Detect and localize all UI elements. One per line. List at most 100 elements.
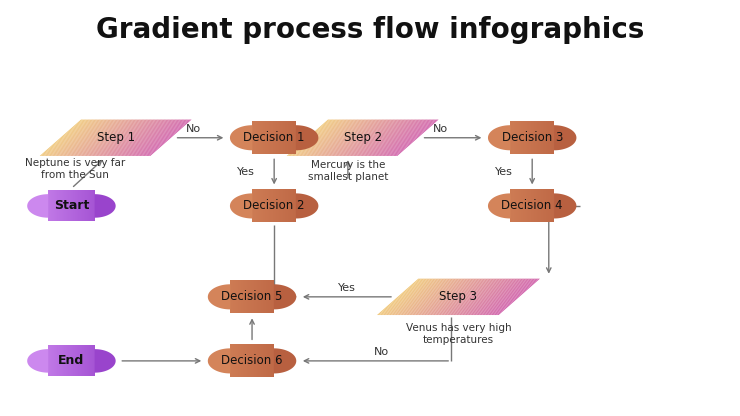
Polygon shape xyxy=(339,119,382,156)
Polygon shape xyxy=(132,119,175,156)
Polygon shape xyxy=(361,119,404,156)
Polygon shape xyxy=(96,119,139,156)
Polygon shape xyxy=(50,119,92,156)
Polygon shape xyxy=(147,119,190,156)
Polygon shape xyxy=(320,119,363,156)
Polygon shape xyxy=(98,119,141,156)
Polygon shape xyxy=(145,119,187,156)
Polygon shape xyxy=(40,119,82,156)
Polygon shape xyxy=(332,119,375,156)
Polygon shape xyxy=(331,119,374,156)
Text: Gradient process flow infographics: Gradient process flow infographics xyxy=(95,16,645,44)
Text: Decision 6: Decision 6 xyxy=(221,354,283,367)
Polygon shape xyxy=(450,279,493,315)
Polygon shape xyxy=(408,279,450,315)
Polygon shape xyxy=(421,279,464,315)
Text: Mercury is the
smallest planet: Mercury is the smallest planet xyxy=(308,160,388,182)
Text: Start: Start xyxy=(54,199,89,213)
Polygon shape xyxy=(289,119,332,156)
Polygon shape xyxy=(378,119,420,156)
Polygon shape xyxy=(324,119,367,156)
Polygon shape xyxy=(340,119,383,156)
Text: Decision 4: Decision 4 xyxy=(502,199,563,213)
Polygon shape xyxy=(124,119,166,156)
Polygon shape xyxy=(81,119,124,156)
Polygon shape xyxy=(55,119,98,156)
Polygon shape xyxy=(149,119,192,156)
Polygon shape xyxy=(435,279,477,315)
Polygon shape xyxy=(352,119,394,156)
Polygon shape xyxy=(42,119,85,156)
Polygon shape xyxy=(438,279,480,315)
Polygon shape xyxy=(342,119,385,156)
Polygon shape xyxy=(73,119,115,156)
Polygon shape xyxy=(493,279,535,315)
Polygon shape xyxy=(305,119,347,156)
Polygon shape xyxy=(63,119,106,156)
Polygon shape xyxy=(326,119,368,156)
Polygon shape xyxy=(395,279,438,315)
Polygon shape xyxy=(144,119,186,156)
Polygon shape xyxy=(488,279,531,315)
Polygon shape xyxy=(401,279,444,315)
Polygon shape xyxy=(485,279,528,315)
Polygon shape xyxy=(128,119,171,156)
Polygon shape xyxy=(356,119,398,156)
Polygon shape xyxy=(291,119,334,156)
Polygon shape xyxy=(80,119,123,156)
Polygon shape xyxy=(230,125,252,150)
Polygon shape xyxy=(366,119,408,156)
Polygon shape xyxy=(430,279,473,315)
Polygon shape xyxy=(441,279,484,315)
Polygon shape xyxy=(375,119,418,156)
Polygon shape xyxy=(295,119,337,156)
Polygon shape xyxy=(382,279,424,315)
Polygon shape xyxy=(411,279,454,315)
Polygon shape xyxy=(104,119,147,156)
Polygon shape xyxy=(306,119,349,156)
Polygon shape xyxy=(370,119,412,156)
Polygon shape xyxy=(286,119,329,156)
Polygon shape xyxy=(303,119,346,156)
Polygon shape xyxy=(56,119,99,156)
Polygon shape xyxy=(117,119,160,156)
Polygon shape xyxy=(316,119,358,156)
Polygon shape xyxy=(423,279,465,315)
Polygon shape xyxy=(427,279,470,315)
Polygon shape xyxy=(433,279,476,315)
Polygon shape xyxy=(457,279,500,315)
Polygon shape xyxy=(115,119,157,156)
Polygon shape xyxy=(78,119,121,156)
Polygon shape xyxy=(75,119,118,156)
Polygon shape xyxy=(471,279,514,315)
Polygon shape xyxy=(328,119,371,156)
Polygon shape xyxy=(369,119,411,156)
Polygon shape xyxy=(554,193,576,218)
Polygon shape xyxy=(385,279,428,315)
Polygon shape xyxy=(95,119,138,156)
Polygon shape xyxy=(69,119,112,156)
Polygon shape xyxy=(296,125,318,150)
Polygon shape xyxy=(58,119,101,156)
Polygon shape xyxy=(74,119,117,156)
Text: Step 1: Step 1 xyxy=(97,131,135,144)
Polygon shape xyxy=(404,279,447,315)
Polygon shape xyxy=(360,119,403,156)
Polygon shape xyxy=(462,279,505,315)
Polygon shape xyxy=(437,279,479,315)
Polygon shape xyxy=(386,119,429,156)
Polygon shape xyxy=(444,279,487,315)
Polygon shape xyxy=(388,119,430,156)
Polygon shape xyxy=(338,119,380,156)
Polygon shape xyxy=(87,119,130,156)
Polygon shape xyxy=(127,119,169,156)
Polygon shape xyxy=(51,119,93,156)
Polygon shape xyxy=(425,279,468,315)
Polygon shape xyxy=(88,119,131,156)
Polygon shape xyxy=(415,279,458,315)
Polygon shape xyxy=(294,119,336,156)
Polygon shape xyxy=(346,119,388,156)
Polygon shape xyxy=(374,119,417,156)
Polygon shape xyxy=(470,279,513,315)
Polygon shape xyxy=(300,119,343,156)
